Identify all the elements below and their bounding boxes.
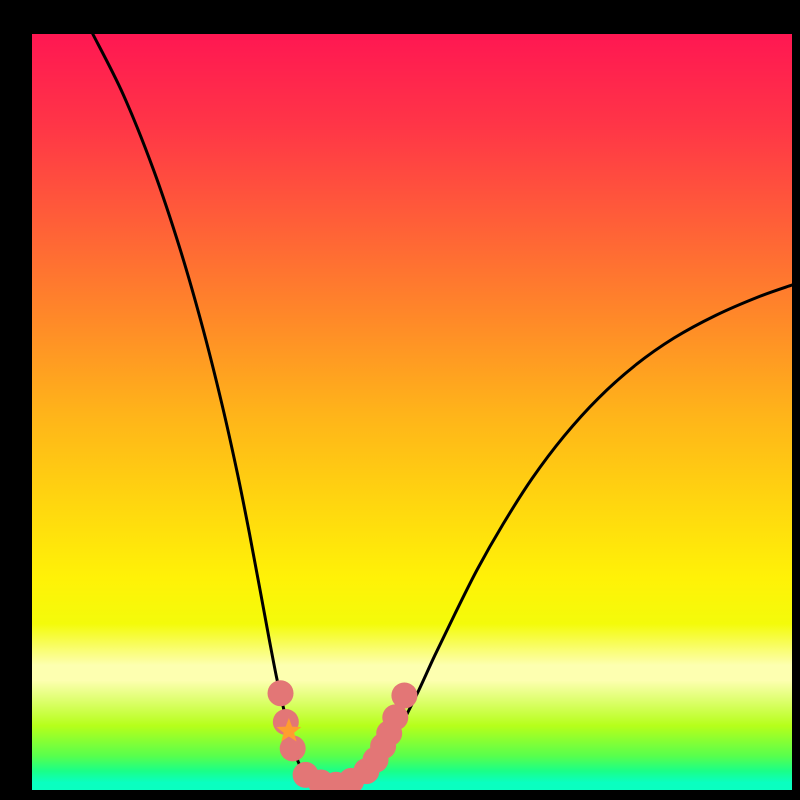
bottleneck-chart xyxy=(0,0,800,800)
